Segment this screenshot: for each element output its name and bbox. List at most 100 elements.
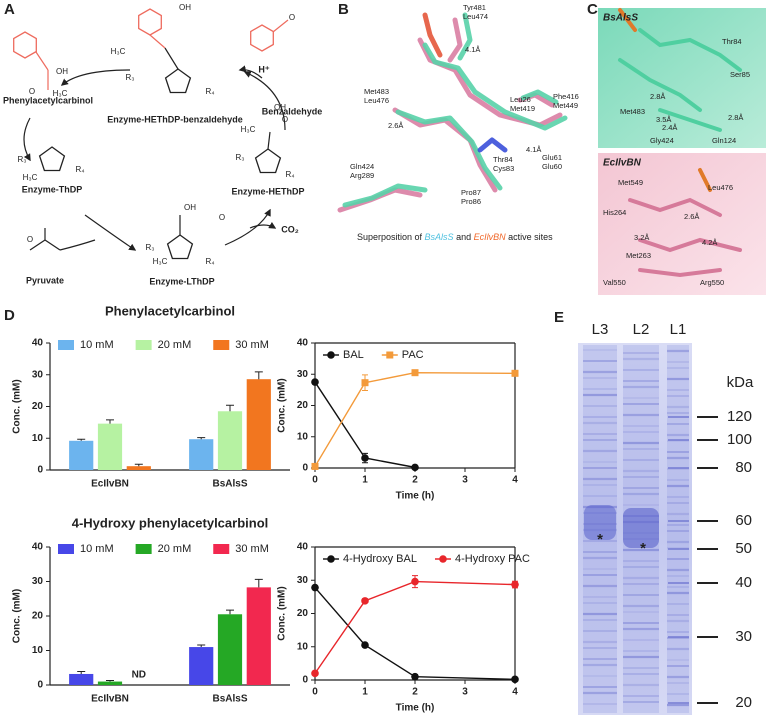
y-axis-label: Conc. (mM) <box>12 589 23 643</box>
bond <box>164 47 179 70</box>
unit-label: kDa <box>727 374 754 391</box>
legend-swatch <box>213 340 230 350</box>
molecule-name: Enzyme-HEThDP-benzaldehyde <box>107 114 243 124</box>
atom-label: R₄ <box>205 87 214 96</box>
marker-label: 80 <box>735 459 752 476</box>
ring <box>38 146 66 172</box>
legend-swatch <box>58 544 74 554</box>
marker-label: 20 <box>735 694 752 711</box>
error-bar <box>77 438 86 441</box>
structure-label: Gly424 <box>650 136 674 145</box>
legend-label: 30 mM <box>235 543 269 555</box>
marker-label: 100 <box>727 431 752 448</box>
structure-title: BsAlsS <box>603 13 638 24</box>
residue-label: Glu60 <box>542 162 562 171</box>
caption-part: EcIlvBN <box>474 232 507 242</box>
marker-label: 120 <box>727 408 752 425</box>
legend-swatch <box>135 340 152 350</box>
panel-label: C <box>587 1 598 18</box>
atom-label: R₃ <box>145 243 154 252</box>
atom-label: OH <box>56 67 68 76</box>
bond <box>272 19 289 33</box>
error-bar <box>197 644 206 648</box>
legend-label: 20 mM <box>158 339 192 351</box>
residue-stick <box>638 237 742 253</box>
bar <box>189 647 214 685</box>
point <box>511 675 519 684</box>
bond <box>29 239 46 251</box>
x-tick-label: 2 <box>412 687 418 698</box>
atom-label: H₃C <box>153 257 168 266</box>
x-tick-label: EcIlvBN <box>91 479 129 490</box>
atom-label: OH <box>179 3 191 12</box>
structure-label: Ser85 <box>730 70 750 79</box>
structure-bg <box>598 8 766 148</box>
y-tick-label: 30 <box>32 369 44 380</box>
point <box>361 597 369 605</box>
structure-label: Leu476 <box>708 183 733 192</box>
point <box>361 641 369 649</box>
y-tick-label: 0 <box>302 463 308 474</box>
structure-label: 3.5Å <box>656 115 671 124</box>
series-line <box>314 587 516 681</box>
molecule-name: Enzyme-LThDP <box>149 276 214 286</box>
residue-stick <box>447 17 463 63</box>
y-tick-label: 10 <box>32 645 44 656</box>
x-tick-label: 3 <box>462 475 468 486</box>
atom-label: R₃ <box>17 155 26 164</box>
legend-label: PAC <box>402 349 424 361</box>
atom-label: R₄ <box>205 257 214 266</box>
structure-label: Met483 <box>620 107 645 116</box>
residue-label: Arg289 <box>350 171 374 180</box>
marker-label: 50 <box>735 540 752 557</box>
atom-label: OH <box>274 103 286 112</box>
arrow <box>23 117 31 162</box>
residue-label: Pro87 <box>461 188 481 197</box>
atom-label: R₃ <box>235 153 244 162</box>
arrow <box>224 208 271 246</box>
y-tick-label: 40 <box>32 542 44 553</box>
panel-label: D <box>4 307 15 324</box>
x-tick-label: 1 <box>362 475 368 486</box>
residue-label: Leu474 <box>463 12 488 21</box>
bar <box>246 587 271 685</box>
bar <box>69 673 94 685</box>
structure-label: Gln124 <box>712 136 736 145</box>
overexpressed-band <box>623 508 659 548</box>
residue-label: Leu26 <box>510 95 531 104</box>
distance-label: 2.6Å <box>388 121 403 130</box>
structure-label: Met263 <box>626 251 651 260</box>
y-tick-label: 30 <box>32 576 44 587</box>
molecule-name: Enzyme-ThDP <box>22 184 83 194</box>
caption: Superposition of BsAlsS and EcIlvBN acti… <box>357 232 553 242</box>
structure-title: EcIlvBN <box>603 158 642 169</box>
caption-part: BsAlsS <box>425 232 454 242</box>
panel-label: B <box>338 1 349 18</box>
bar <box>97 681 123 685</box>
residue-label: Leu476 <box>364 96 389 105</box>
bar <box>69 440 94 470</box>
structure-label: Arg550 <box>700 278 724 287</box>
residue-label: Gln424 <box>350 162 374 171</box>
x-tick-label: 0 <box>312 475 318 486</box>
panel-label: E <box>554 309 564 326</box>
residue-stick <box>520 89 559 105</box>
atom-label: H₃C <box>111 47 126 56</box>
arrow <box>243 71 286 131</box>
y-tick-label: 30 <box>297 575 309 586</box>
bar <box>126 466 151 470</box>
lane-label: L2 <box>633 321 650 338</box>
chart-title: Phenylacetylcarbinol <box>105 303 235 318</box>
x-axis-label: Time (h) <box>396 491 435 502</box>
marker-label: 40 <box>735 574 752 591</box>
error-bar <box>254 578 263 588</box>
ring <box>164 68 192 94</box>
x-tick-label: 4 <box>512 687 518 698</box>
legend-label: 4-Hydroxy PAC <box>455 553 530 565</box>
error-bar <box>106 680 114 682</box>
legend-marker <box>327 555 335 563</box>
y-tick-label: 0 <box>302 675 308 686</box>
error-bar <box>197 437 206 440</box>
error-bar <box>134 463 143 467</box>
